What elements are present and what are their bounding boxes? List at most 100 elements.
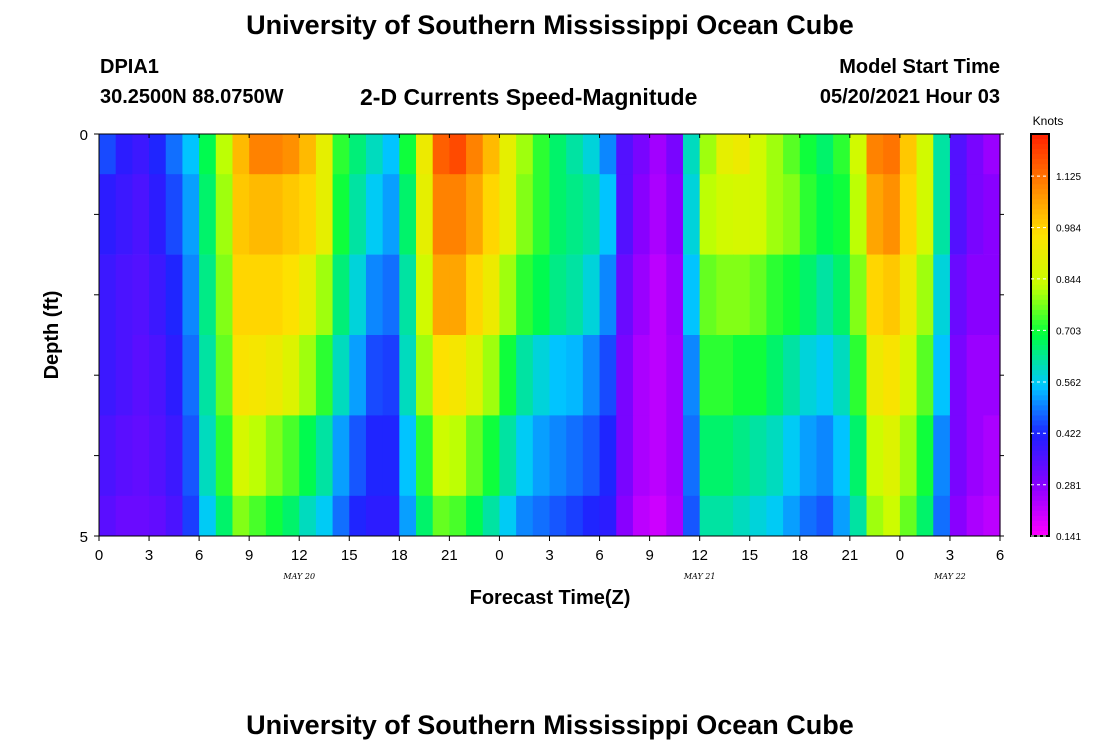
x-tick-label: 0 (495, 547, 503, 564)
heatmap-cell (349, 254, 367, 336)
heatmap-cell (682, 174, 701, 255)
heatmap-cell (382, 495, 400, 537)
colorbar-segment (1031, 440, 1049, 447)
heatmap-cell (432, 495, 450, 537)
day-label: MAY 21 (683, 572, 716, 581)
heatmap-cell (983, 495, 1001, 537)
heatmap-cell (916, 254, 934, 336)
heatmap-cell (332, 254, 350, 336)
heatmap-cell (165, 174, 184, 255)
heatmap-cell (933, 174, 951, 255)
heatmap-cell (265, 495, 284, 537)
colorbar-segment (1031, 405, 1049, 411)
heatmap-cell (132, 335, 150, 416)
chart-subtitle: 2-D Currents Speed-Magnitude (360, 84, 698, 110)
heatmap-cell (449, 134, 467, 175)
heatmap-cell (616, 495, 634, 537)
heatmap-cell (349, 335, 367, 416)
colorbar-segment (1031, 345, 1049, 351)
heatmap-cell (699, 254, 717, 336)
colorbar-segment (1031, 304, 1049, 311)
heatmap-cell (99, 335, 117, 416)
heatmap-cell (149, 134, 167, 175)
colorbar-tick-label: 0.422 (1056, 429, 1081, 440)
heatmap-cell (115, 134, 133, 175)
colorbar-tick-label: 0.281 (1056, 481, 1081, 492)
heatmap-cell (365, 495, 384, 537)
colorbar-tick-label: 0.141 (1056, 532, 1081, 543)
colorbar-segment (1031, 385, 1049, 391)
colorbar-tick-label: 0.562 (1056, 378, 1081, 389)
heatmap-cell (682, 415, 701, 497)
x-tick-label: 12 (291, 547, 308, 564)
heatmap-cell (265, 254, 284, 336)
heatmap-cell (399, 495, 417, 537)
colorbar-segment (1031, 249, 1049, 256)
heatmap-cell (182, 254, 200, 336)
heatmap-cell (99, 495, 117, 537)
heatmap-cell (699, 134, 717, 175)
heatmap-cell (182, 495, 200, 537)
heatmap-cell (916, 335, 934, 416)
colorbar-segment (1031, 460, 1049, 467)
heatmap-cell (432, 254, 450, 336)
heatmap-cell (766, 134, 784, 175)
heatmap-cell (899, 415, 918, 497)
heatmap-cell (249, 254, 267, 336)
colorbar-segment (1031, 329, 1049, 336)
x-tick-label: 15 (741, 547, 758, 564)
colorbar-segment (1031, 259, 1049, 266)
heatmap-cell (516, 495, 534, 537)
heatmap-cell (899, 134, 918, 175)
heatmap-cell (132, 174, 150, 255)
heatmap-cell (249, 335, 267, 416)
heatmap-cell (816, 335, 834, 416)
heatmap-cell (649, 335, 667, 416)
colorbar-segment (1031, 505, 1049, 512)
heatmap-cell (833, 335, 851, 416)
heatmap-cell (282, 415, 300, 497)
colorbar-segment (1031, 184, 1049, 190)
heatmap-cell (783, 415, 801, 497)
heatmap-cell (549, 335, 567, 416)
x-tick-label: 3 (946, 547, 954, 564)
heatmap-cells (99, 134, 1001, 537)
colorbar-segment (1031, 324, 1049, 331)
heatmap-cell (365, 335, 384, 416)
heatmap-cell (983, 415, 1001, 497)
heatmap-cell (549, 415, 567, 497)
heatmap-cell (215, 134, 234, 175)
heatmap-cell (866, 254, 884, 336)
heatmap-cell (816, 134, 834, 175)
heatmap-cell (699, 335, 717, 416)
heatmap-cell (849, 415, 868, 497)
heatmap-cell (649, 415, 667, 497)
heatmap-cell (532, 174, 551, 255)
heatmap-cell (682, 134, 701, 175)
heatmap-cell (149, 174, 167, 255)
heatmap-cell (99, 134, 117, 175)
heatmap-cell (866, 495, 884, 537)
heatmap-cell (666, 174, 684, 255)
heatmap-cell (949, 174, 968, 255)
heatmap-cell (532, 335, 551, 416)
heatmap-cell (532, 495, 551, 537)
heatmap-cell (499, 134, 517, 175)
heatmap-cell (983, 174, 1001, 255)
heatmap-cell (799, 415, 818, 497)
heatmap-cell (699, 174, 717, 255)
heatmap-cell (449, 495, 467, 537)
heatmap-cell (966, 174, 984, 255)
x-tick-label: 6 (595, 547, 603, 564)
heatmap-cell (466, 254, 484, 336)
heatmap-cell (833, 495, 851, 537)
heatmap-cell (265, 415, 284, 497)
colorbar-segment (1031, 425, 1049, 431)
colorbar-segment (1031, 174, 1049, 180)
heatmap-cell (899, 174, 918, 255)
heatmap-cell (199, 335, 217, 416)
colorbar-segment (1031, 279, 1049, 286)
heatmap-cell (349, 174, 367, 255)
colorbar-segment (1031, 525, 1049, 532)
heatmap-cell (883, 335, 901, 416)
